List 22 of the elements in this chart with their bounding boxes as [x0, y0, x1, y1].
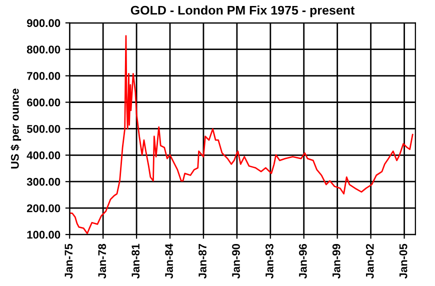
x-tick-label: Jan-78 — [98, 244, 106, 279]
x-tick-label: Jan-05 — [399, 244, 408, 279]
x-tick-label: Jan-02 — [366, 244, 374, 279]
x-tick-label: Jan-99 — [332, 244, 340, 279]
y-tick-label: 800.00 — [26, 46, 60, 54]
y-tick-label: 500.00 — [26, 124, 60, 133]
x-tick-label: Jan-93 — [266, 244, 274, 279]
y-tick-label: 200.00 — [26, 204, 60, 212]
y-tick-label: 900.00 — [26, 19, 60, 28]
y-tick-label: 100.00 — [27, 230, 60, 239]
x-tick-label: Jan-75 — [64, 244, 73, 279]
y-tick-label: 600.00 — [27, 98, 60, 106]
x-tick-label: Jan-90 — [232, 244, 240, 279]
chart-title: GOLD - London PM Fix 1975 - present — [130, 5, 355, 18]
y-axis-title: US $ per ounce — [10, 88, 22, 168]
y-tick-label: 700.00 — [27, 72, 60, 80]
y-tick-label: 400.00 — [26, 151, 60, 160]
x-tick-label: Jan-96 — [298, 244, 307, 279]
x-tick-label: Jan-81 — [132, 244, 140, 279]
x-tick-label: Jan-84 — [165, 244, 173, 279]
y-tick-label: 300.00 — [26, 178, 60, 186]
x-tick-label: Jan-87 — [198, 244, 206, 279]
